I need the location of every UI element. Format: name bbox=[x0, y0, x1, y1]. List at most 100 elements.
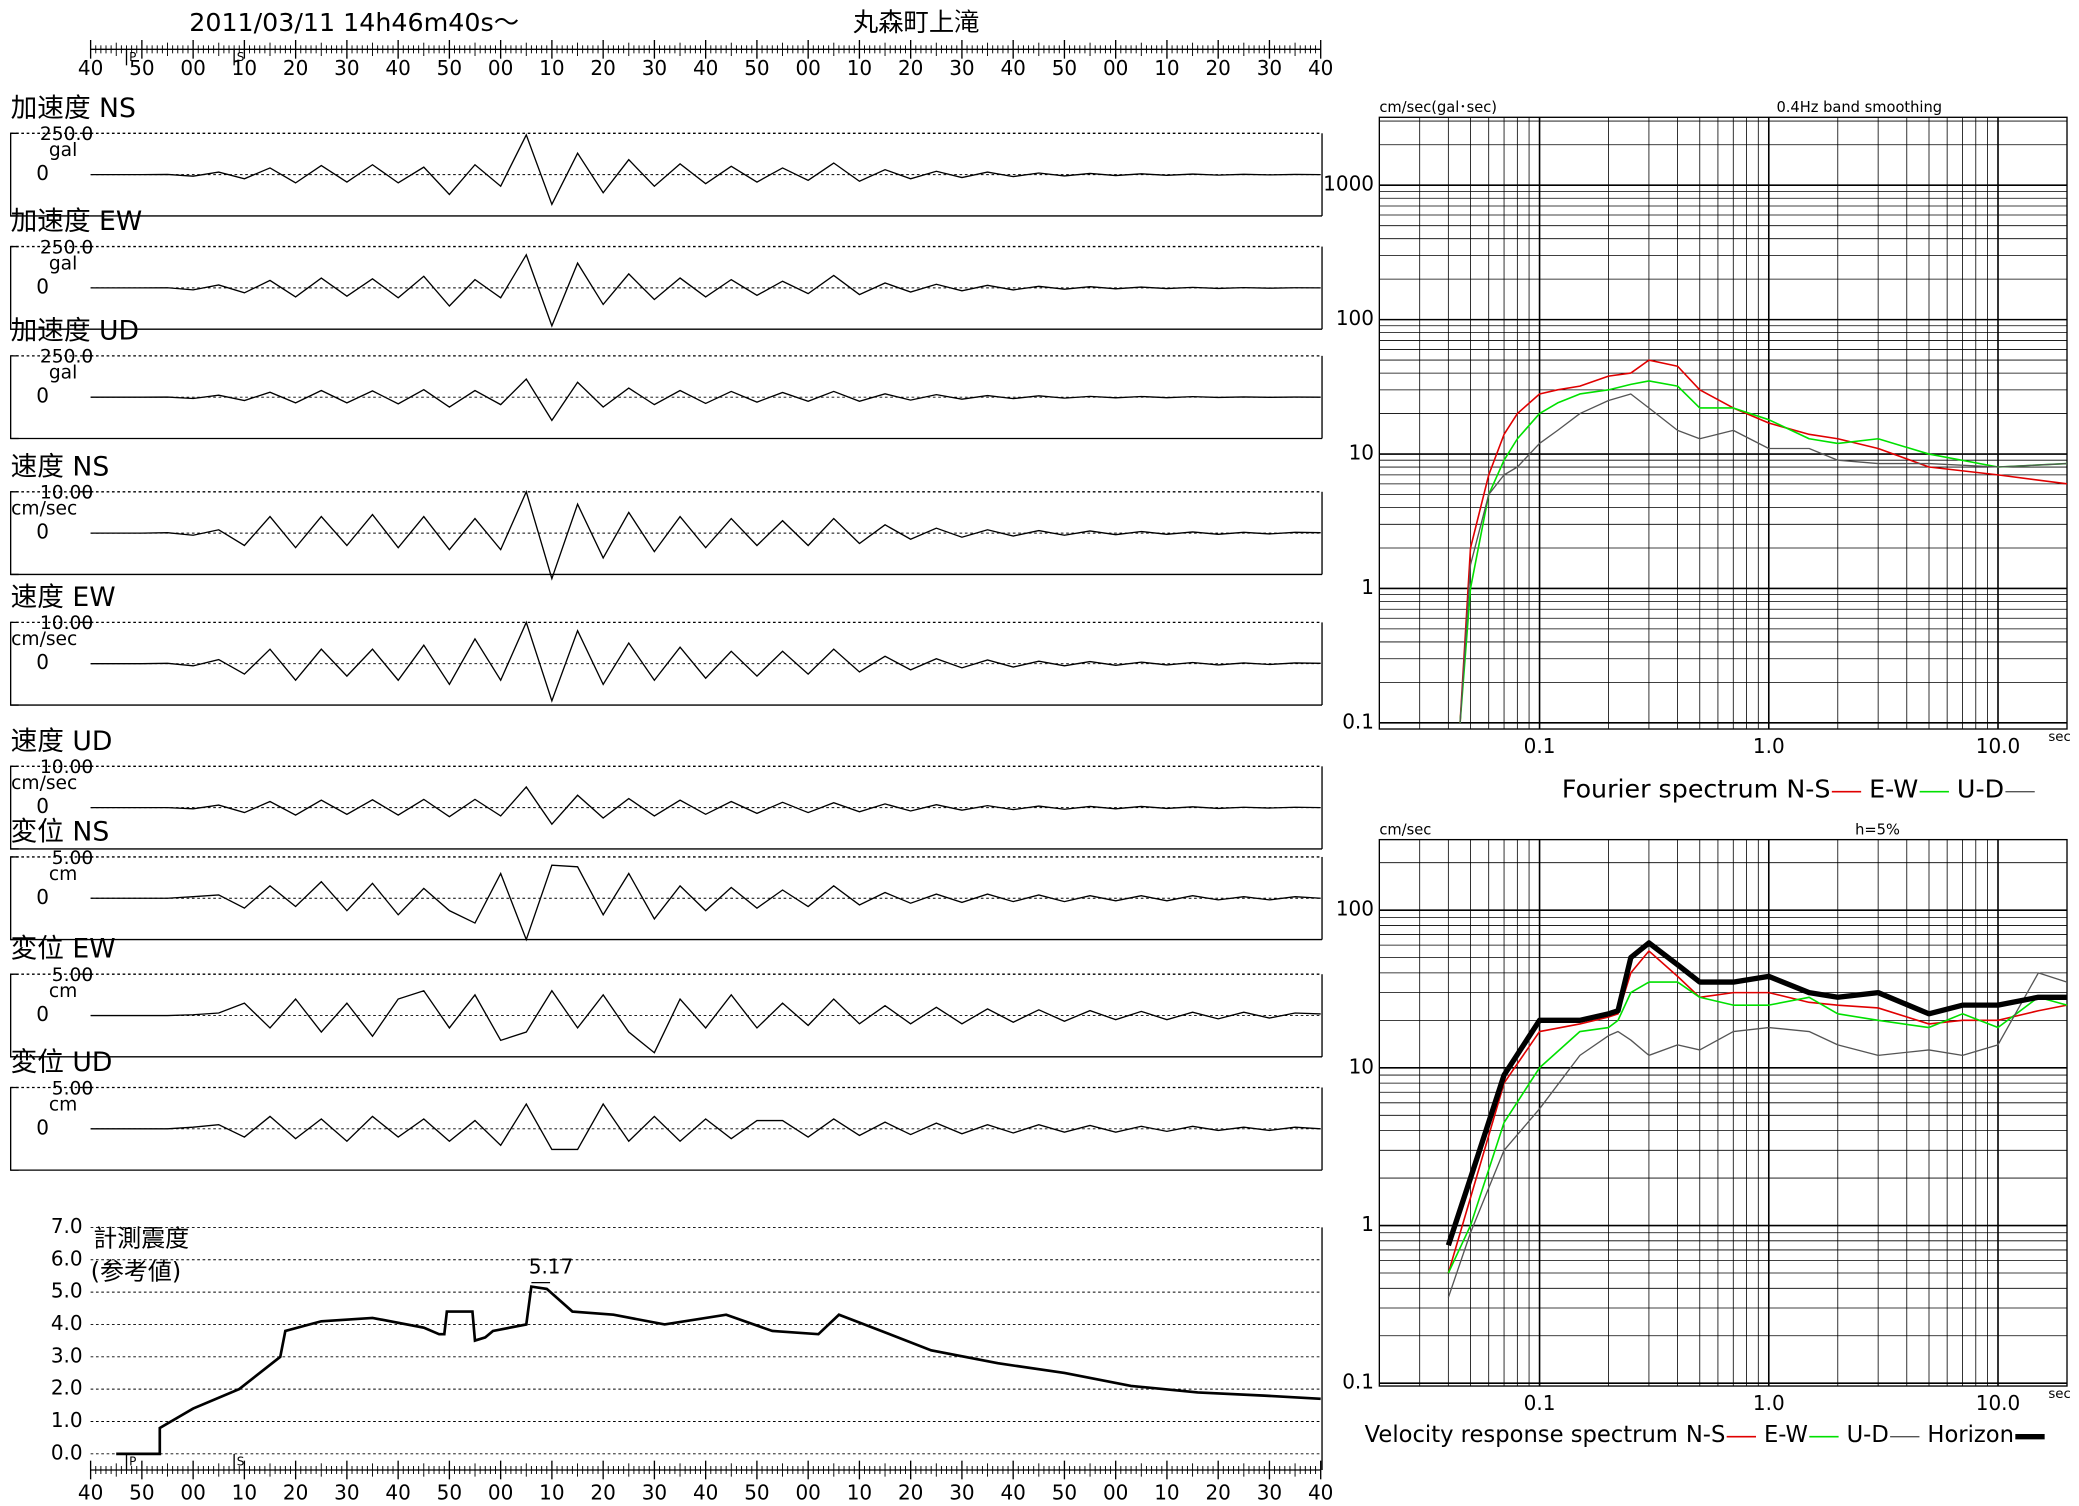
y-tick-label: 2.0 bbox=[51, 1376, 83, 1400]
title: 2011/03/11 14h46m40s〜 bbox=[189, 7, 519, 37]
x-tick-label: 30 bbox=[949, 1480, 974, 1502]
x-tick-label: 10 bbox=[847, 56, 872, 80]
y-tick-label: 0 bbox=[36, 1002, 49, 1026]
trace-label: 速度 UD bbox=[11, 726, 113, 757]
x-tick-label: 50 bbox=[744, 56, 769, 80]
y-tick-label: 0.1 bbox=[1342, 709, 1374, 733]
unit-label: cm bbox=[49, 1094, 77, 1115]
waveform bbox=[90, 489, 1321, 581]
plot-frame bbox=[1378, 838, 2068, 1387]
x-tick-label: 10 bbox=[539, 1480, 564, 1502]
y-tick-label: 0 bbox=[36, 650, 49, 674]
x-tick-label: 20 bbox=[1205, 56, 1230, 80]
trace-label: 速度 NS bbox=[11, 451, 110, 482]
x-tick-label: 00 bbox=[795, 1480, 820, 1502]
x-tick-label: 40 bbox=[385, 56, 410, 80]
x-tick-label: 40 bbox=[693, 1480, 718, 1502]
legend-label: E-W bbox=[1764, 1422, 1808, 1448]
x-tick-label: 20 bbox=[283, 56, 308, 80]
y-tick-label: 4.0 bbox=[51, 1311, 83, 1335]
spectrum-line bbox=[1459, 393, 2068, 723]
x-tick-label: 40 bbox=[693, 56, 718, 80]
waveform bbox=[90, 620, 1321, 703]
note: 0.4Hz band smoothing bbox=[1776, 99, 1942, 116]
x-tick-label: 00 bbox=[488, 1480, 513, 1502]
intensity-subtitle: (参考値) bbox=[91, 1258, 182, 1286]
x-tick-label: 40 bbox=[78, 56, 103, 80]
trace-label: 変位 NS bbox=[11, 816, 110, 847]
waveform bbox=[90, 1102, 1321, 1151]
x-tick-label: 50 bbox=[129, 1480, 154, 1502]
x-tick-label: 10 bbox=[232, 56, 257, 80]
x-tick-label: 20 bbox=[590, 1480, 615, 1502]
trace-label: 変位 UD bbox=[11, 1047, 113, 1078]
unit-label: cm/sec bbox=[11, 773, 77, 794]
y-tick-label: 5.00 bbox=[52, 848, 94, 869]
x-tick-label: 50 bbox=[1052, 1480, 1077, 1502]
y-tick-label: 0 bbox=[36, 794, 49, 818]
x-tick-label: 00 bbox=[180, 1480, 205, 1502]
x-tick-label: 50 bbox=[1052, 56, 1077, 80]
x-tick-label: 0.1 bbox=[1524, 734, 1556, 758]
waveform bbox=[90, 133, 1321, 207]
x-tick-label: 30 bbox=[1257, 1480, 1282, 1502]
panel-frame bbox=[9, 856, 19, 941]
spectrum-line bbox=[1459, 380, 2068, 723]
y-tick-label: 10 bbox=[1349, 441, 1374, 465]
x-tick-label: 40 bbox=[385, 1480, 410, 1502]
waveform bbox=[90, 785, 1321, 826]
legend-label: U-D bbox=[1847, 1422, 1889, 1448]
spectrum-line bbox=[1447, 981, 2068, 1274]
x-tick-label: 00 bbox=[1103, 1480, 1128, 1502]
x-tick-label: 00 bbox=[795, 56, 820, 80]
waveform bbox=[90, 377, 1321, 422]
x-tick-label: 30 bbox=[642, 1480, 667, 1502]
unit-label: gal bbox=[49, 363, 77, 384]
intensity-title: 計測震度 bbox=[93, 1224, 189, 1252]
x-tick-label: 30 bbox=[334, 56, 359, 80]
y-tick-label: 10.00 bbox=[40, 757, 93, 778]
y-tick-label: 1 bbox=[1361, 1212, 1374, 1236]
x-tick-label: 30 bbox=[949, 56, 974, 80]
y-tick-label: 10.00 bbox=[40, 613, 93, 634]
x-tick-label: 30 bbox=[642, 56, 667, 80]
y-tick-label: 250.0 bbox=[40, 237, 93, 258]
x-tick-label: 10.0 bbox=[1976, 734, 2021, 758]
waveform bbox=[90, 864, 1321, 942]
x-tick-label: 50 bbox=[437, 1480, 462, 1502]
y-tick-label: 5.00 bbox=[52, 1078, 94, 1099]
panel-frame bbox=[9, 973, 19, 1058]
unit-label: cm bbox=[49, 981, 77, 1002]
y-tick-label: 1.0 bbox=[51, 1408, 83, 1432]
y-tick-label: 0 bbox=[36, 1115, 49, 1139]
panel-frame bbox=[9, 132, 19, 217]
x-tick-label: 1.0 bbox=[1753, 734, 1785, 758]
y-tick-label: 7.0 bbox=[51, 1214, 83, 1238]
unit-label: gal bbox=[49, 140, 77, 161]
y-tick-label: 10.00 bbox=[40, 483, 93, 504]
y-tick-label: 0 bbox=[36, 274, 49, 298]
note: h=5% bbox=[1855, 821, 1900, 838]
trace-label: 加速度 EW bbox=[11, 206, 143, 237]
y-tick-label: 100 bbox=[1336, 306, 1374, 330]
x-tick-label: 00 bbox=[180, 56, 205, 80]
x-tick-label: 40 bbox=[1308, 56, 1333, 80]
x-tick-label: 40 bbox=[78, 1480, 103, 1502]
y-tick-label: 250.0 bbox=[40, 124, 93, 145]
y-tick-label: 5.00 bbox=[52, 965, 94, 986]
x-tick-label: 30 bbox=[1257, 56, 1282, 80]
y-axis-label: cm/sec bbox=[1379, 821, 1431, 838]
spectrum-line bbox=[1447, 972, 2068, 1298]
x-tick-label: 0.1 bbox=[1524, 1391, 1556, 1415]
y-tick-label: 0.0 bbox=[51, 1440, 83, 1464]
x-tick-label: 40 bbox=[1000, 56, 1025, 80]
x-tick-label: 10 bbox=[539, 56, 564, 80]
peak-label: 5.17 bbox=[529, 1254, 574, 1278]
legend-label: Horizon bbox=[1927, 1422, 2014, 1448]
y-tick-label: 0 bbox=[36, 520, 49, 544]
spectrum-line bbox=[1447, 950, 2068, 1274]
x-tick-label: 40 bbox=[1308, 1480, 1333, 1502]
plot-frame bbox=[1378, 116, 2068, 730]
